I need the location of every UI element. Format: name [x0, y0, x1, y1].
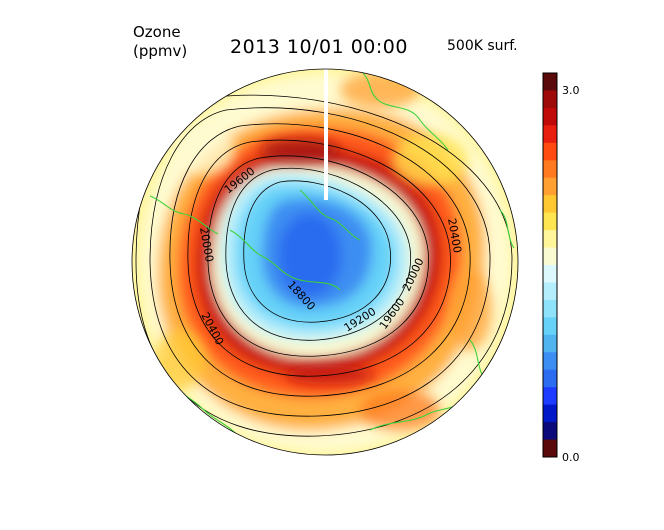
colorbar-segment — [543, 90, 557, 109]
colorbar-segment — [543, 282, 557, 301]
colorbar-segment — [543, 422, 557, 441]
colorbar-segment — [543, 404, 557, 423]
colorbar-segment — [543, 142, 557, 161]
colorbar-segment — [543, 230, 557, 249]
contour-label: 20000 — [197, 226, 216, 263]
coastlines — [149, 69, 515, 439]
colorbar-segment — [543, 439, 557, 458]
variable-name: Ozone — [133, 23, 181, 41]
colorbar-segment — [543, 247, 557, 266]
variable-units: (ppmv) — [133, 42, 188, 60]
surface-label: 500K surf. — [447, 38, 518, 54]
colorbar-segment — [543, 317, 557, 336]
colorbar-max-label: 3.0 — [562, 84, 580, 97]
colorbar-segment — [543, 160, 557, 179]
ozone-field: 19600 20000 20400 20000 20400 19200 1880… — [132, 69, 518, 455]
map-title: 2013 10/01 00:00 — [230, 36, 408, 58]
colorbar-segment — [543, 265, 557, 283]
colorbar-segment — [543, 212, 557, 231]
variable-label: Ozone (ppmv) — [133, 23, 187, 61]
colorbar-segment — [543, 369, 557, 388]
colorbar-segment — [543, 107, 557, 126]
colorbar-segment — [543, 125, 557, 144]
colorbar-segment — [543, 387, 557, 406]
colorbar-segment — [543, 352, 557, 371]
colorbar-segment — [543, 299, 557, 318]
colorbar-frame — [542, 72, 558, 458]
colorbar-segment — [543, 195, 557, 214]
colorbar-min-label: 0.0 — [562, 451, 580, 464]
geopotential-contours — [135, 94, 513, 437]
colorbar-segment — [543, 177, 557, 196]
map-boundary — [131, 68, 519, 456]
colorbar — [543, 73, 557, 458]
deep-blue-core — [278, 213, 342, 297]
contour-label: 20400 — [445, 217, 464, 254]
colorbar-segment — [543, 73, 557, 91]
colorbar-segment — [543, 334, 557, 353]
